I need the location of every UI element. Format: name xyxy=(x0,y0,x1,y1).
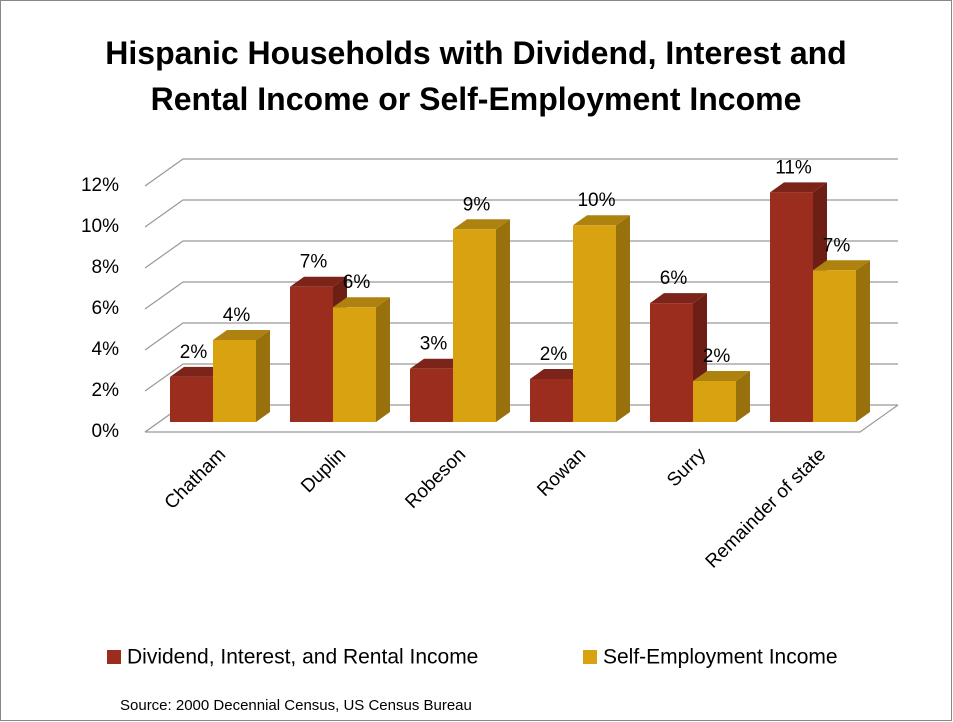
y-tick-label: 10% xyxy=(81,216,119,237)
data-label: 4% xyxy=(223,305,251,326)
bar-face xyxy=(453,229,496,422)
data-label: 2% xyxy=(703,346,731,367)
bar-face xyxy=(410,368,453,422)
y-tick-label: 8% xyxy=(92,257,120,278)
bar-face xyxy=(736,371,750,422)
data-label: 6% xyxy=(343,272,371,293)
grid-line xyxy=(144,281,898,310)
bar-face xyxy=(813,270,856,422)
y-tick-label: 12% xyxy=(81,175,119,196)
data-label: 2% xyxy=(540,344,568,365)
data-label: 3% xyxy=(420,334,448,355)
bar-face xyxy=(770,182,827,193)
bar-face xyxy=(650,303,693,422)
bar-face xyxy=(573,215,630,226)
bar xyxy=(573,215,630,422)
source: Source: 2000 Decennial Census, US Census… xyxy=(120,697,472,714)
bar-face xyxy=(290,276,347,287)
bar-face xyxy=(376,297,390,422)
bar-face xyxy=(530,378,573,422)
bar xyxy=(453,219,510,422)
legend-label: Dividend, Interest, and Rental Income xyxy=(127,646,478,669)
bar-face xyxy=(813,260,870,271)
bar-face xyxy=(496,219,510,422)
bar-face xyxy=(410,358,467,369)
bar-face xyxy=(213,340,256,422)
bar-face xyxy=(333,307,376,422)
bar-face xyxy=(693,381,736,422)
data-label: 2% xyxy=(180,342,208,363)
bar-face xyxy=(856,260,870,422)
bar-face xyxy=(256,330,270,422)
bar-face xyxy=(213,330,270,340)
bar-face xyxy=(530,368,587,379)
bar xyxy=(693,371,750,422)
grid-line xyxy=(144,158,898,187)
data-label: 6% xyxy=(660,268,688,289)
y-tick-label: 6% xyxy=(92,298,120,319)
y-tick-label: 0% xyxy=(92,421,120,442)
data-label: 9% xyxy=(463,194,491,215)
bar xyxy=(813,260,870,422)
legend-swatch xyxy=(107,650,121,664)
legend-label: Self-Employment Income xyxy=(603,646,838,669)
bar-face xyxy=(650,293,707,304)
bar xyxy=(333,297,390,422)
bar-face xyxy=(616,215,630,422)
y-tick-label: 2% xyxy=(92,380,120,401)
bar-face xyxy=(290,286,333,422)
bar-face xyxy=(693,371,750,381)
bar-face xyxy=(453,219,510,230)
bar xyxy=(213,330,270,422)
y-tick-label: 4% xyxy=(92,339,120,360)
data-label: 10% xyxy=(577,190,615,211)
bar-face xyxy=(770,192,813,422)
bar-face xyxy=(573,225,616,422)
grid-line xyxy=(144,240,898,269)
chart-title: Hispanic Households with Dividend, Inter… xyxy=(105,35,847,117)
legend-swatch xyxy=(583,650,597,664)
grid-line xyxy=(144,199,898,228)
floor-edge xyxy=(145,404,899,433)
bar-face xyxy=(170,376,213,422)
bar-face xyxy=(170,366,227,377)
data-label: 11% xyxy=(775,157,812,178)
data-label: 7% xyxy=(300,252,328,273)
bar-face xyxy=(333,297,390,308)
data-label: 7% xyxy=(823,235,851,256)
